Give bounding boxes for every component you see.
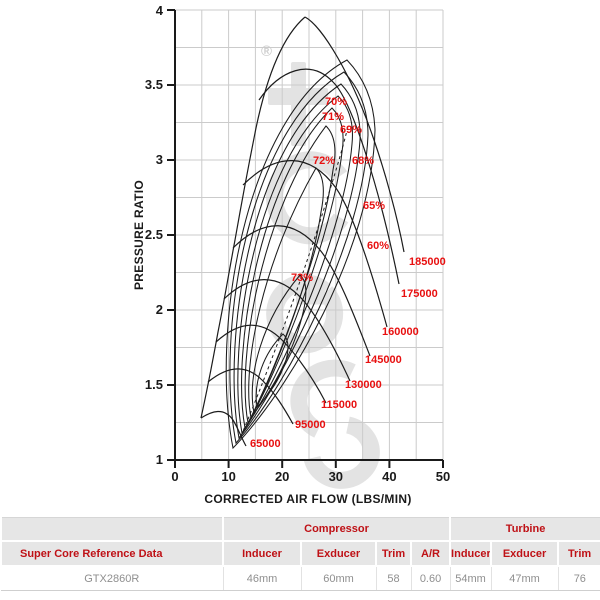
efficiency-label-73: 73%	[291, 272, 313, 284]
cell-comp-trim: 58	[375, 566, 412, 591]
axes	[167, 9, 444, 468]
island-70	[241, 107, 344, 430]
surge-line	[200, 16, 306, 419]
registered-trademark-icon: ®	[261, 43, 272, 60]
speed-label-185000: 185000	[409, 256, 446, 268]
y-tick: 2	[156, 302, 163, 317]
x-axis-tick-labels: 0 10 20 30 40 50	[171, 469, 450, 484]
x-tick: 0	[171, 469, 178, 484]
speed-label-65000: 65000	[250, 438, 281, 450]
grid-lines	[175, 9, 444, 460]
efficiency-label-71: 71%	[322, 111, 344, 123]
x-tick: 20	[275, 469, 289, 484]
speed-line-95000	[207, 368, 294, 425]
cell-comp-inducer: 46mm	[222, 566, 302, 591]
cell-turb-exducer: 47mm	[490, 566, 559, 591]
x-tick: 50	[436, 469, 450, 484]
efficiency-label-60: 60%	[367, 240, 389, 252]
column-header-comp-trim: Trim	[375, 540, 412, 567]
compressor-map-chart: ® 1 1.5 2 2.5 3 3.5 4 0 10 20 30 40 50	[132, 3, 450, 506]
cell-ar: 0.60	[410, 566, 451, 591]
cell-turb-trim: 76	[557, 566, 600, 591]
island-65	[229, 71, 369, 445]
x-axis-title: CORRECTED AIR FLOW (LBS/MIN)	[204, 492, 411, 506]
y-tick: 1.5	[145, 377, 163, 392]
column-header-ar: A/R	[409, 540, 452, 567]
x-tick: 30	[329, 469, 343, 484]
y-tick: 3	[156, 152, 163, 167]
y-axis-tick-labels: 1 1.5 2 2.5 3 3.5 4	[145, 3, 164, 467]
speed-label-115000: 115000	[321, 399, 357, 411]
speed-labels: 185000 175000 160000 145000 130000 11500…	[250, 256, 446, 450]
y-axis-title: PRESSURE RATIO	[132, 180, 146, 290]
island-68	[233, 83, 361, 440]
efficiency-label-72: 72%	[313, 155, 335, 167]
group-header-turbine: Turbine	[449, 517, 600, 542]
speed-label-175000: 175000	[401, 288, 438, 300]
peak-efficiency-line	[240, 125, 349, 437]
cell-model: GTX2860R	[1, 566, 224, 591]
super-core-reference-table: Compressor Turbine Super Core Reference …	[0, 517, 600, 591]
efficiency-labels: 70% 71% 69% 72% 68% 65% 60% 73%	[291, 96, 389, 284]
efficiency-label-70: 70%	[325, 96, 347, 108]
table-row: GTX2860R 46mm 60mm 58 0.60 54mm 47mm 76	[1, 566, 600, 591]
x-tick: 40	[382, 469, 396, 484]
column-header-comp-inducer: Inducer	[222, 540, 302, 567]
cell-comp-exducer: 60mm	[300, 566, 377, 591]
group-header-compressor: Compressor	[221, 517, 452, 542]
table-corner-cell	[0, 517, 224, 542]
y-tick: 4	[156, 3, 164, 18]
island-69	[237, 95, 353, 435]
column-header-comp-exducer: Exducer	[300, 540, 377, 567]
column-header-turb-trim: Trim	[557, 540, 600, 567]
speed-label-130000: 130000	[345, 379, 382, 391]
y-tick: 1	[156, 452, 163, 467]
speed-label-145000: 145000	[365, 354, 402, 366]
x-tick: 10	[221, 469, 235, 484]
speed-line-115000	[215, 324, 327, 404]
speed-label-95000: 95000	[295, 419, 326, 431]
speed-line-185000	[304, 16, 405, 253]
island-73	[251, 274, 307, 415]
island-72	[248, 167, 324, 420]
y-tick: 3.5	[145, 77, 163, 92]
column-header-turb-inducer: Inducer	[449, 540, 493, 567]
column-header-reference: Super Core Reference Data	[0, 540, 224, 567]
speed-label-160000: 160000	[382, 326, 419, 338]
y-tick: 2.5	[145, 227, 163, 242]
efficiency-label-69: 69%	[340, 124, 362, 136]
efficiency-label-65: 65%	[363, 200, 385, 212]
island-inner	[255, 333, 289, 409]
efficiency-label-68: 68%	[352, 155, 374, 167]
cell-turb-inducer: 54mm	[449, 566, 492, 591]
island-60	[225, 59, 376, 450]
efficiency-islands	[225, 59, 376, 450]
column-header-turb-exducer: Exducer	[490, 540, 560, 567]
